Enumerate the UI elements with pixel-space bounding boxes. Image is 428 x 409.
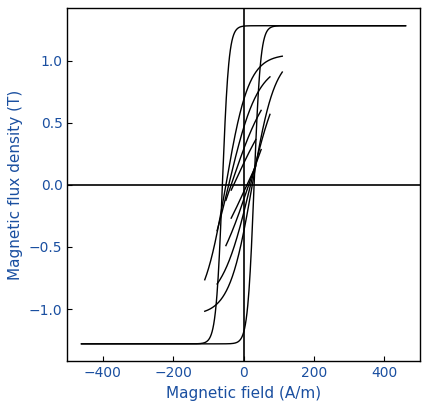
- X-axis label: Magnetic field (A/m): Magnetic field (A/m): [166, 386, 321, 401]
- Y-axis label: Magnetic flux density (T): Magnetic flux density (T): [8, 90, 24, 280]
